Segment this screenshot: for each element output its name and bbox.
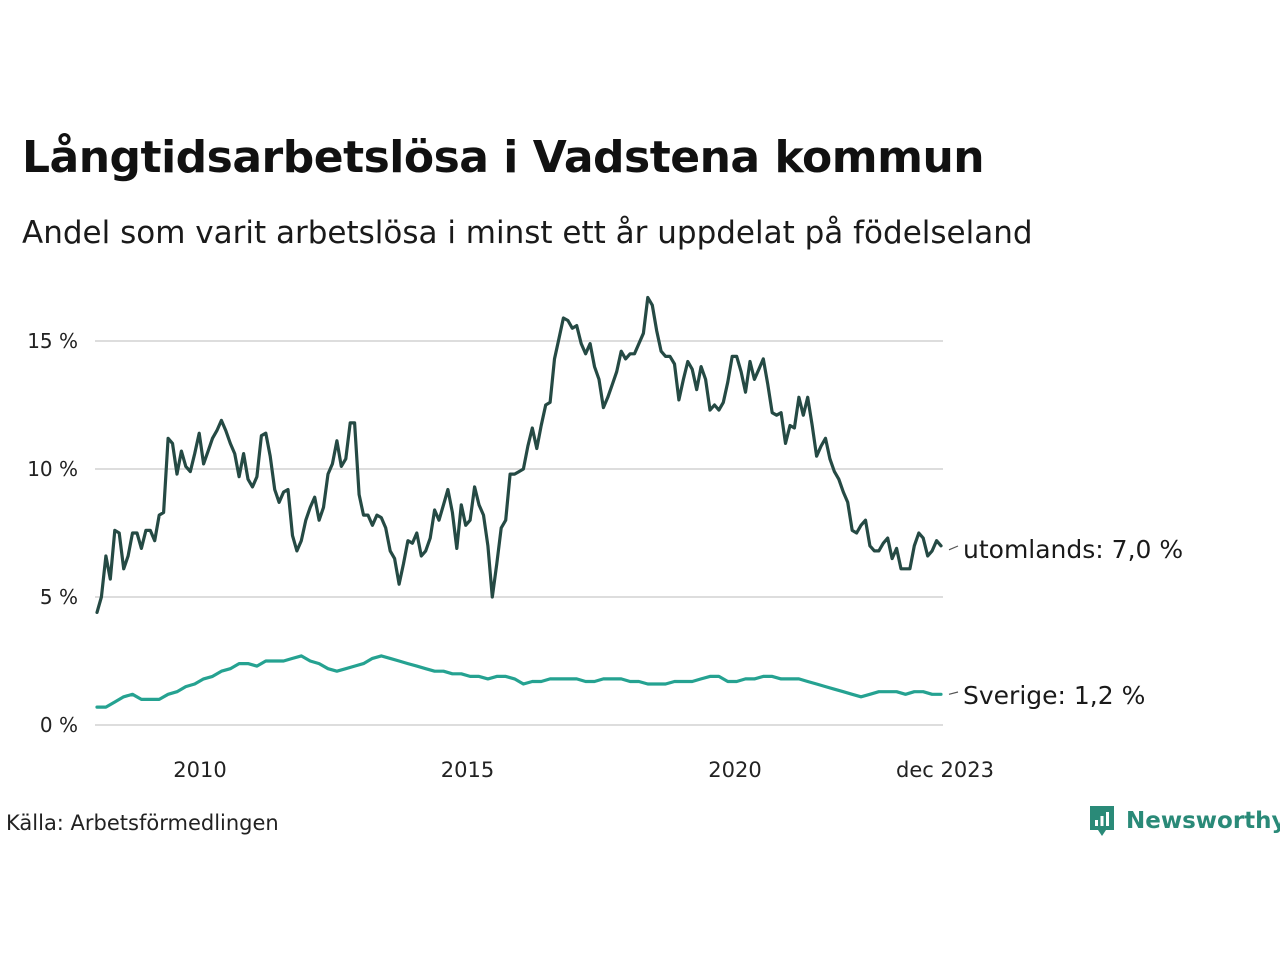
end-label-sverige: Sverige: 1,2 %	[963, 681, 1145, 710]
y-tick-label: 10 %	[27, 457, 78, 481]
series-lines	[95, 295, 943, 709]
x-axis-ticks: 2010 2015 2020 dec 2023	[173, 758, 994, 782]
gridlines	[95, 340, 943, 726]
source-note: Källa: Arbetsförmedlingen	[6, 811, 279, 835]
y-tick-label: 5 %	[40, 585, 78, 609]
brand-logo: Newsworthy	[1088, 804, 1280, 838]
x-tick-label: 2020	[708, 758, 761, 782]
x-end-label: dec 2023	[896, 758, 994, 782]
brand-name: Newsworthy	[1126, 808, 1280, 834]
end-label-leader	[948, 691, 959, 695]
x-tick-label: 2010	[173, 758, 226, 782]
series-line-utomlands	[95, 295, 943, 614]
chart-subtitle: Andel som varit arbetslösa i minst ett å…	[22, 215, 1033, 251]
newsworthy-logo-icon	[1090, 806, 1114, 836]
end-label-utomlands: utomlands: 7,0 %	[963, 535, 1183, 564]
y-tick-label: 0 %	[40, 713, 78, 737]
y-tick-label: 15 %	[27, 329, 78, 353]
series-line-sverige	[95, 654, 943, 709]
y-axis-ticks: 0 % 5 % 10 % 15 %	[27, 329, 78, 737]
end-label-leader	[948, 545, 959, 551]
chart-title: Långtidsarbetslösa i Vadstena kommun	[22, 132, 985, 183]
series-end-labels: utomlands: 7,0 % Sverige: 1,2 %	[948, 535, 1183, 710]
x-tick-label: 2015	[441, 758, 494, 782]
